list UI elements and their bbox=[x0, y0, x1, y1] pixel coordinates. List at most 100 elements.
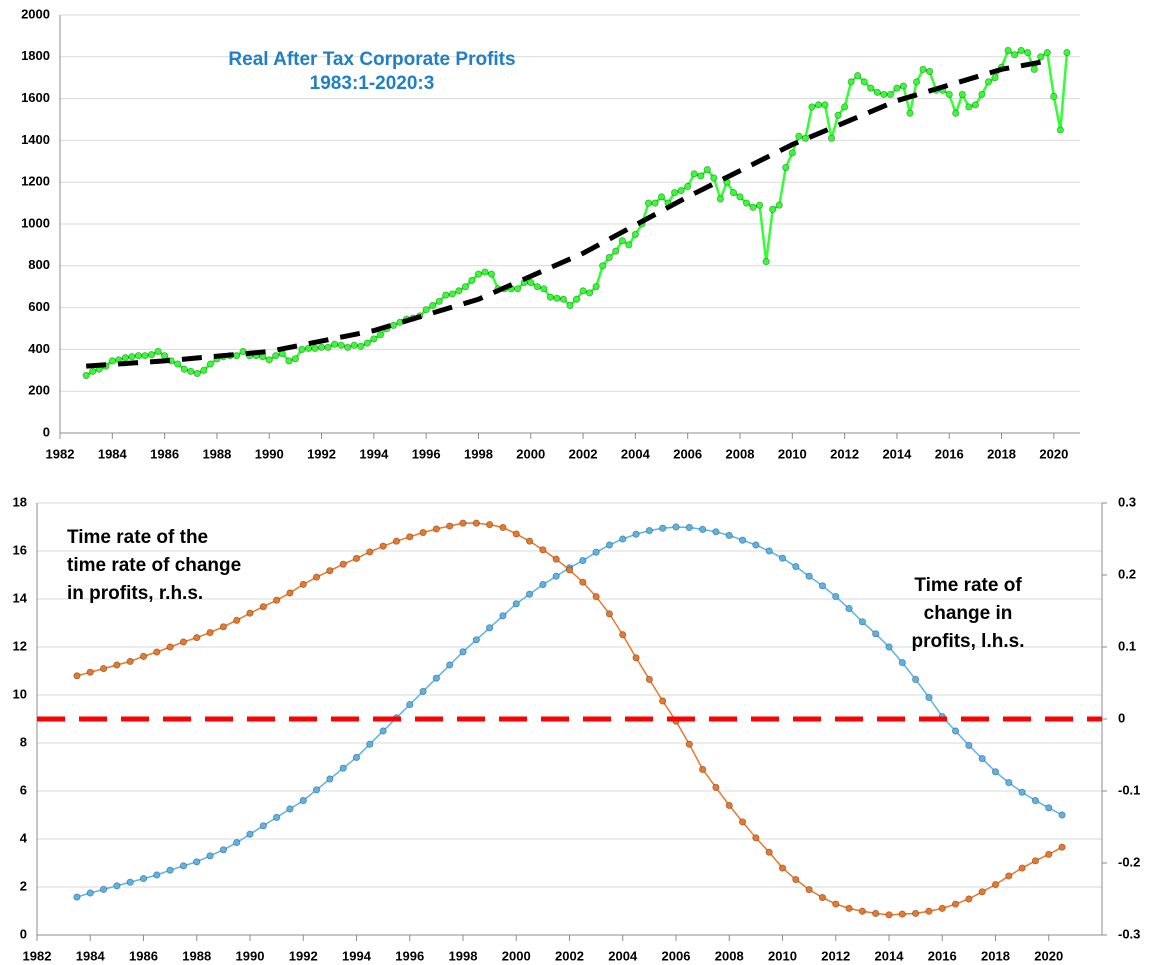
point bbox=[586, 289, 594, 297]
point bbox=[885, 643, 893, 651]
point bbox=[166, 643, 174, 651]
annotation: profits, l.h.s. bbox=[912, 631, 1025, 652]
point bbox=[1045, 850, 1053, 858]
x-tick-label: 2008 bbox=[726, 446, 755, 461]
point bbox=[406, 533, 414, 541]
point bbox=[1024, 49, 1032, 57]
point bbox=[486, 624, 494, 632]
x-tick-label: 1996 bbox=[395, 948, 424, 963]
x-tick-label: 2018 bbox=[987, 446, 1016, 461]
point bbox=[898, 910, 906, 918]
point bbox=[219, 623, 227, 631]
point bbox=[885, 911, 893, 919]
point bbox=[1017, 46, 1025, 55]
point bbox=[808, 103, 816, 111]
point bbox=[697, 172, 705, 180]
y-tick-label: 6 bbox=[20, 782, 27, 797]
point bbox=[651, 199, 659, 207]
point bbox=[442, 291, 450, 299]
x-tick-label: 2014 bbox=[882, 446, 912, 461]
point bbox=[945, 90, 953, 99]
point bbox=[592, 283, 600, 291]
point bbox=[339, 764, 347, 772]
y-tick-label: 0 bbox=[43, 424, 50, 439]
point bbox=[965, 895, 973, 903]
point bbox=[659, 697, 667, 705]
x-tick-label: 2002 bbox=[555, 948, 584, 963]
point bbox=[1050, 92, 1058, 101]
point bbox=[108, 357, 116, 365]
y-tick-label: 600 bbox=[28, 299, 50, 314]
point bbox=[788, 149, 796, 157]
annotation: change in bbox=[924, 603, 1013, 624]
point bbox=[539, 546, 547, 554]
point bbox=[366, 740, 374, 748]
point bbox=[286, 589, 294, 597]
point bbox=[858, 618, 866, 626]
point bbox=[376, 331, 384, 339]
point bbox=[659, 524, 667, 532]
point bbox=[141, 352, 149, 360]
point bbox=[1045, 804, 1053, 812]
y-tick-label: 200 bbox=[28, 383, 50, 398]
point bbox=[742, 199, 751, 207]
point bbox=[512, 600, 520, 608]
point bbox=[525, 537, 534, 545]
point bbox=[958, 90, 966, 99]
point bbox=[893, 84, 901, 92]
point bbox=[565, 566, 574, 574]
point bbox=[712, 528, 720, 536]
annotation: Time rate of the bbox=[67, 527, 208, 548]
y-tick-label: 14 bbox=[13, 590, 28, 605]
point bbox=[459, 648, 467, 656]
point bbox=[1058, 843, 1066, 851]
point bbox=[644, 199, 653, 207]
point bbox=[579, 556, 587, 565]
x-tick-label: 2004 bbox=[621, 446, 651, 461]
x-tick-label: 1986 bbox=[129, 948, 158, 963]
point bbox=[121, 354, 129, 362]
point bbox=[312, 786, 321, 794]
x-tick-label: 2006 bbox=[662, 948, 691, 963]
y-tick-label: 400 bbox=[28, 341, 50, 356]
point bbox=[605, 541, 614, 549]
point bbox=[174, 360, 182, 368]
point bbox=[834, 111, 842, 119]
point bbox=[311, 344, 319, 352]
point bbox=[499, 612, 507, 620]
point bbox=[845, 904, 853, 912]
y-tick-label: 12 bbox=[13, 638, 27, 653]
y-tick-label: 1200 bbox=[21, 174, 50, 189]
point bbox=[179, 638, 188, 646]
point bbox=[926, 67, 934, 76]
x-tick-label: 2010 bbox=[768, 948, 797, 963]
y2-tick-label: 0.1 bbox=[1118, 638, 1136, 653]
point bbox=[631, 230, 639, 239]
point bbox=[832, 592, 840, 601]
point bbox=[337, 341, 345, 349]
point bbox=[153, 871, 161, 879]
point bbox=[618, 237, 626, 245]
point bbox=[592, 592, 600, 601]
point bbox=[370, 335, 378, 343]
y-tick-label: 1800 bbox=[21, 48, 50, 63]
point bbox=[259, 822, 267, 830]
point bbox=[113, 661, 121, 669]
point bbox=[286, 805, 294, 813]
point bbox=[540, 285, 548, 293]
point bbox=[1031, 857, 1040, 865]
point bbox=[99, 664, 108, 673]
point bbox=[1056, 126, 1064, 134]
point bbox=[1005, 872, 1013, 880]
point bbox=[792, 562, 800, 571]
chart-title: Real After Tax Corporate Profits bbox=[228, 49, 515, 70]
x-tick-label: 1994 bbox=[342, 948, 372, 963]
x-tick-label: 2000 bbox=[516, 446, 545, 461]
point bbox=[725, 531, 733, 540]
point bbox=[795, 132, 803, 140]
point bbox=[326, 775, 334, 783]
point bbox=[379, 727, 387, 735]
point bbox=[765, 547, 773, 555]
point bbox=[814, 101, 823, 109]
point bbox=[193, 858, 201, 866]
